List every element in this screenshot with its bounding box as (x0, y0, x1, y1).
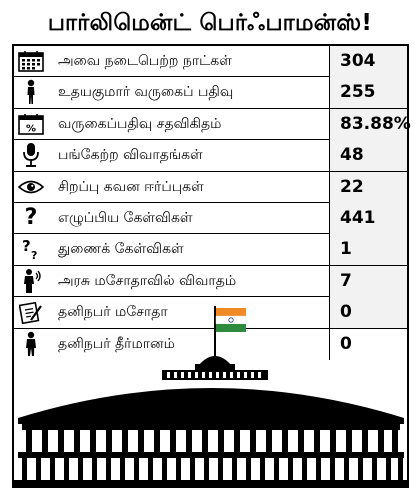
row-label: வருகைப்பதிவு சதவிகிதம் (58, 115, 222, 132)
table-row: உதயகுமார் வருகைப் பதிவு 255 (14, 77, 407, 109)
row-label: அரசு மசோதாவில் விவாதம் (58, 272, 237, 289)
row-value: 304 (329, 46, 407, 77)
row-value: 441 (329, 202, 407, 234)
table-row: அவை நடைபெற்ற நாட்கள் 304 (14, 46, 407, 78)
table-row: சிறப்பு கவன ஈர்ப்புகள் 22 (14, 171, 407, 203)
percent-calendar-icon: % (18, 112, 44, 136)
row-value: 0 (329, 328, 407, 360)
row-label: தனிநபர் தீர்மானம் (58, 335, 175, 352)
row-label: தனிநபர் மசோதா (58, 304, 168, 321)
table-row: % வருகைப்பதிவு சதவிகிதம் 83.88% (14, 108, 411, 141)
row-label: பங்கேற்ற விவாதங்கள் (58, 147, 203, 164)
person-walking-icon (18, 80, 44, 105)
page-title: பார்லிமென்ட் பெர்ஃபாமன்ஸ்! (47, 10, 373, 36)
question-mark-icon: ? (24, 204, 38, 230)
table-row: ? ? துணைக் கேள்விகள் 1 (14, 234, 407, 266)
speaker-icon (18, 268, 44, 293)
double-question-icon: ? ? (18, 237, 44, 261)
row-value: 1 (329, 234, 407, 266)
row-value: 48 (329, 140, 407, 172)
eye-icon (18, 175, 44, 199)
row-value: 7 (329, 265, 407, 297)
row-value: 22 (329, 171, 407, 203)
indian-flag-icon (214, 306, 247, 356)
table-row: அரசு மசோதாவில் விவாதம் 7 (14, 265, 407, 298)
table-row: பங்கேற்ற விவாதங்கள் 48 (14, 140, 407, 172)
row-value: 255 (329, 77, 407, 109)
row-value: 83.88% (329, 108, 411, 140)
person-standing-icon (18, 331, 44, 356)
svg-text:?: ? (22, 237, 31, 255)
row-label: எழுப்பிய கேள்விகள் (58, 209, 193, 226)
row-label: உதயகுமார் வருகைப் பதிவு (58, 84, 234, 101)
table-row: தனிநபர் மசோதா 0 (14, 297, 407, 329)
parliament-building-illustration (14, 306, 408, 488)
microphone-icon (18, 143, 44, 168)
svg-text:?: ? (31, 249, 37, 261)
row-value: 0 (329, 297, 407, 329)
row-label: சிறப்பு கவன ஈர்ப்புகள் (58, 178, 204, 195)
table-row: தனிநபர் தீர்மானம் 0 (14, 328, 407, 360)
document-pen-icon (18, 300, 44, 325)
table-row: ? எழுப்பிய கேள்விகள் 441 (14, 202, 407, 235)
stats-table: அவை நடைபெற்ற நாட்கள் 304 உதயகுமார் வருகை… (14, 46, 411, 360)
calendar-icon (18, 49, 44, 73)
row-label: துணைக் கேள்விகள் (58, 241, 184, 258)
row-label: அவை நடைபெற்ற நாட்கள் (58, 53, 232, 69)
svg-text:%: % (26, 123, 36, 134)
